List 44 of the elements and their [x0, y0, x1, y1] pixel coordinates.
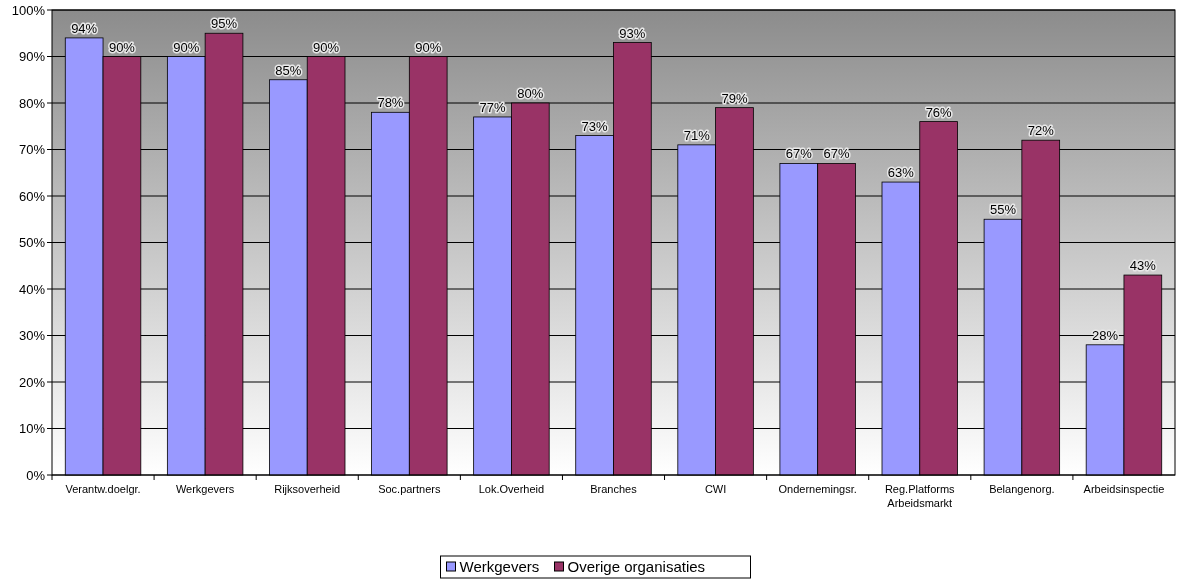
data-label: 80%: [517, 86, 544, 101]
data-label: 90%: [313, 39, 340, 55]
y-tick-label: 10%: [18, 421, 46, 437]
x-tick-label: Arbeidsinspectie: [1083, 483, 1165, 495]
legend-label: Overige organisaties: [567, 558, 706, 575]
data-label: 63%: [887, 165, 915, 181]
data-label: 73%: [581, 118, 609, 134]
y-tick-label: 90%: [18, 49, 46, 65]
data-label: 78%: [377, 95, 404, 111]
data-label: 90%: [108, 39, 136, 55]
x-tick-label: Belangenorg.: [989, 483, 1055, 495]
x-tick-label: Verantw.doelgr.: [65, 483, 141, 495]
x-tick-label: Ondernemingsr.: [778, 483, 857, 495]
y-tick-label: 40%: [18, 281, 46, 297]
data-label: 76%: [925, 104, 953, 120]
y-tick-label: 60%: [18, 188, 46, 204]
y-tick-label: 80%: [18, 95, 46, 111]
data-label: 71%: [683, 127, 711, 143]
x-tick-label: Werkgevers: [175, 483, 235, 495]
data-label: 55%: [989, 202, 1017, 218]
y-tick-label: 70%: [18, 142, 46, 158]
x-tick-label: Soc.partners: [378, 483, 441, 495]
data-label: 93%: [619, 25, 646, 41]
y-tick-label: 0%: [26, 467, 46, 483]
x-tick-label: Reg.Platforms Arbeidsmarkt: [884, 483, 956, 509]
x-tick-label: Lok.Overheid: [478, 483, 545, 495]
data-label: 77%: [479, 99, 506, 115]
legend-label: Werkgevers: [459, 558, 540, 575]
data-label: 94%: [71, 20, 98, 36]
data-label: 72%: [1027, 123, 1055, 139]
data-label: 79%: [721, 90, 748, 106]
y-tick-label: 30%: [18, 328, 46, 344]
data-label: 90%: [415, 39, 442, 55]
x-tick-label: CWI: [704, 483, 727, 495]
data-label: 90%: [173, 39, 200, 55]
y-tick-label: 20%: [18, 374, 46, 390]
x-tick-label: Branches: [590, 483, 638, 495]
data-label: 95%: [211, 16, 238, 32]
x-tick-label: Rijksoverheid: [274, 483, 341, 495]
y-tick-label: 100%: [11, 2, 46, 18]
data-label: 85%: [275, 62, 302, 78]
y-tick-label: 50%: [18, 235, 46, 251]
data-label: 67%: [785, 146, 813, 162]
data-label: 43%: [1129, 258, 1157, 274]
